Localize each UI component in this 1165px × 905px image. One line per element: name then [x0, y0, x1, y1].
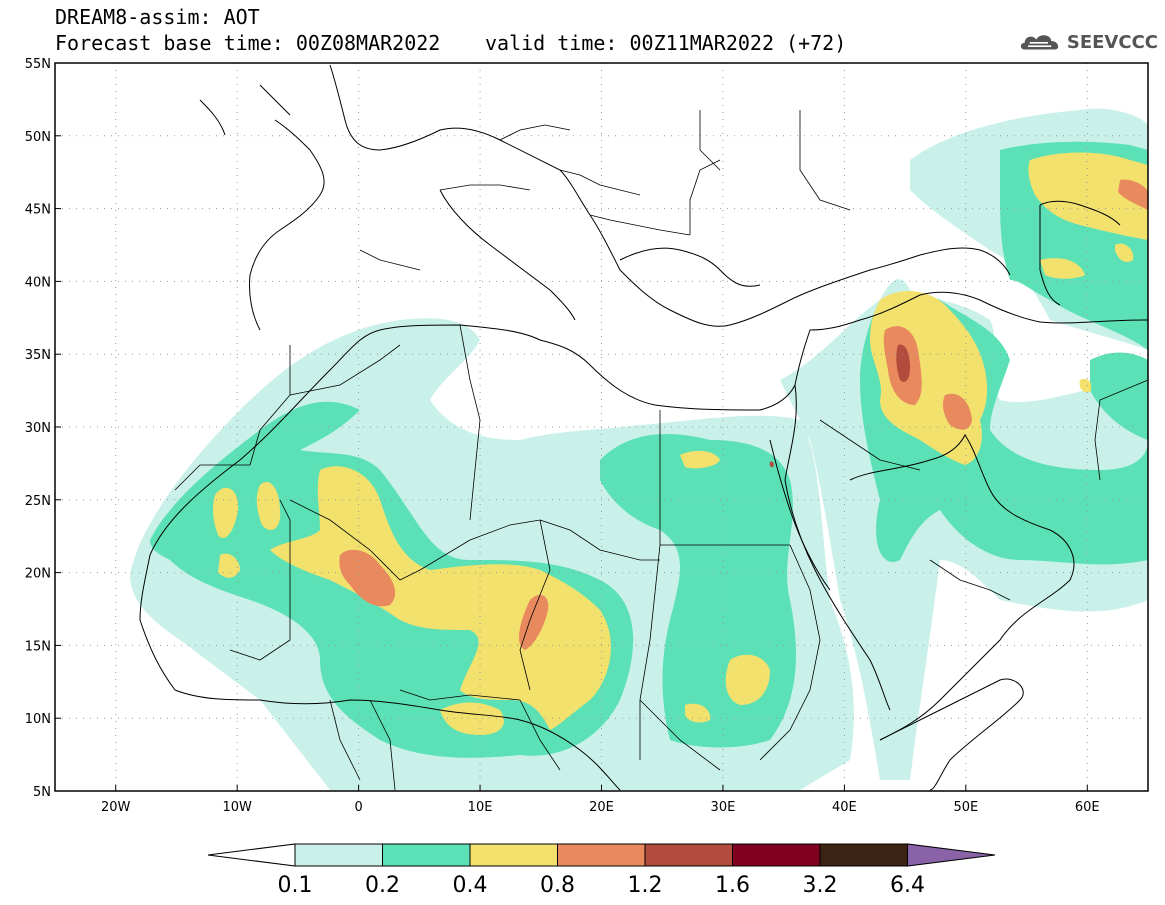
lon-tick-label: 30E: [711, 800, 736, 815]
map-title: DREAM8-assim: AOT: [55, 5, 260, 29]
lat-tick-label: 10N: [25, 712, 51, 727]
forecast-base-time: Forecast base time: 00Z08MAR2022: [55, 31, 441, 55]
color-legend: 0.1 0.2 0.4 0.8 1.2 1.6 3.2 6.4: [207, 843, 996, 898]
lon-tick-label: 60E: [1075, 800, 1100, 815]
legend-label: 0.8: [540, 873, 575, 898]
lat-tick-label: 30N: [25, 421, 51, 436]
legend-label: 6.4: [890, 873, 925, 898]
legend-swatch: [382, 843, 471, 867]
lat-tick-label: 5N: [33, 785, 51, 800]
lat-tick-label: 25N: [25, 494, 51, 509]
valid-time: valid time: 00Z11MAR2022 (+72): [485, 31, 847, 55]
logo-text: SEEVCCC: [1066, 31, 1158, 53]
aot-shading: [130, 108, 1148, 790]
seevccc-logo: SEEVCCC: [1018, 28, 1158, 56]
legend-swatch: [644, 843, 733, 867]
lon-tick-label: 10E: [468, 800, 493, 815]
lat-tick-label: 45N: [25, 203, 51, 218]
lat-tick-label: 40N: [25, 275, 51, 290]
lon-tick-label: 50E: [953, 800, 978, 815]
longitude-ticks: 20W 10W 0 10E 20E 30E 40E 50E 60E: [101, 785, 1100, 815]
lat-tick-label: 15N: [25, 639, 51, 654]
lat-tick-label: 50N: [25, 130, 51, 145]
country-borders: [174, 110, 1148, 791]
lon-tick-label: 40E: [832, 800, 857, 815]
lat-tick-label: 35N: [25, 348, 51, 363]
legend-swatch: [294, 843, 383, 867]
legend-label: 3.2: [803, 873, 838, 898]
lon-tick-label: 20E: [589, 800, 614, 815]
lat-tick-label: 20N: [25, 567, 51, 582]
legend-label: 0.1: [278, 873, 313, 898]
aot-level-1-2: [769, 344, 910, 468]
lon-tick-label: 20W: [101, 800, 131, 815]
legend-arrow-low: [207, 843, 296, 867]
lon-tick-label: 0: [354, 800, 362, 815]
aot-level-0-4: [213, 152, 1148, 735]
legend-label: 1.2: [628, 873, 663, 898]
lon-tick-label: 10W: [222, 800, 252, 815]
latitude-ticks: 55N 50N 45N 40N 35N 30N 25N 20N 15N 10N 5N: [25, 57, 61, 800]
legend-swatch: [469, 843, 558, 867]
legend-label: 1.6: [715, 873, 750, 898]
lat-tick-label: 55N: [25, 57, 51, 72]
legend-arrow-high: [907, 843, 996, 867]
legend-label: 0.2: [365, 873, 400, 898]
coastlines: [139, 64, 1148, 791]
legend-swatch: [819, 843, 908, 867]
legend-label: 0.4: [453, 873, 488, 898]
cloud-logo-icon: [1020, 35, 1059, 50]
legend-swatch: [557, 843, 646, 867]
legend-swatch: [732, 843, 821, 867]
graticule: [55, 63, 1148, 791]
